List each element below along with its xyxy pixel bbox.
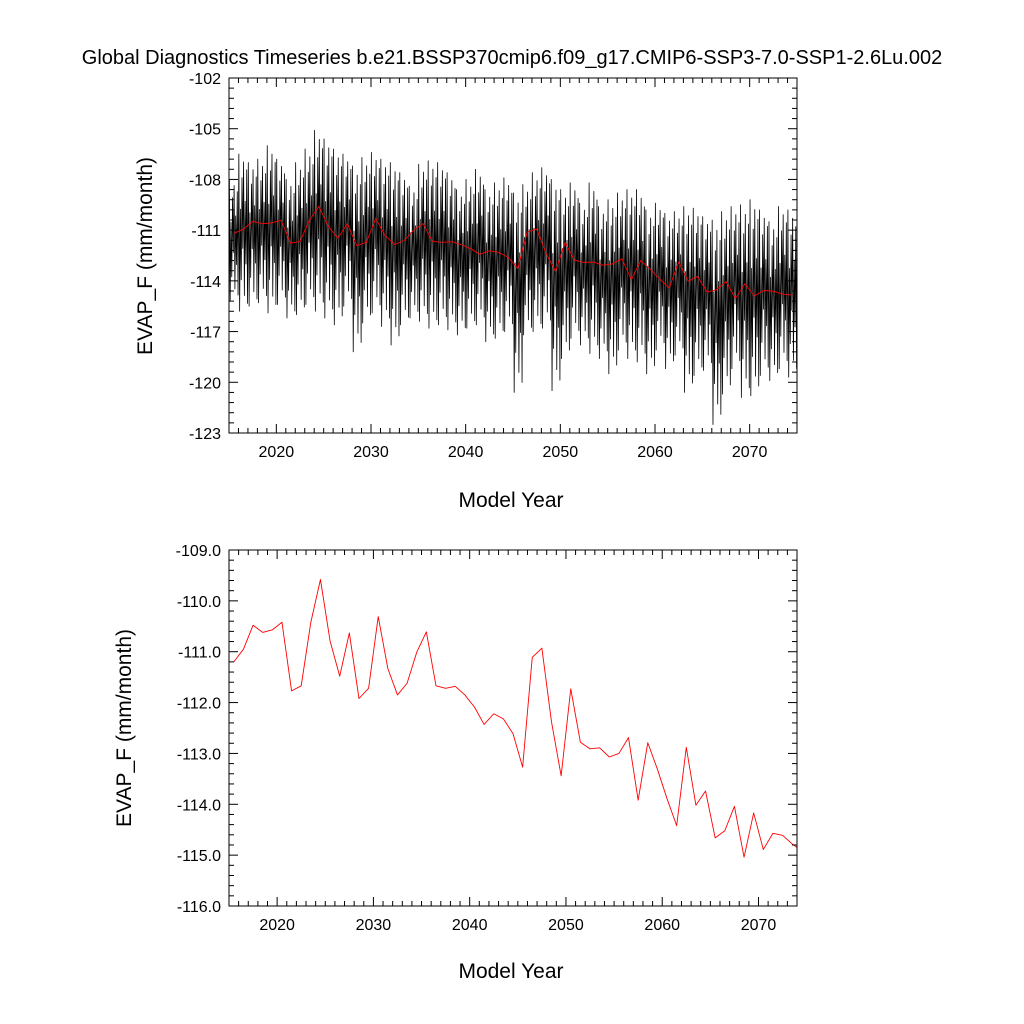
top-panel: 2020 2030 2040 2050 2060 2070 -123 -120 -117 -114… (134, 71, 798, 512)
bottom-x-tick-label: 2020 (259, 917, 295, 934)
bottom-series-line-annual (233, 579, 798, 858)
top-x-tick-label: 2070 (732, 444, 768, 461)
bottom-x-tick-label: 2040 (452, 917, 488, 934)
bottom-plot-area: 2020 2030 2040 2050 2060 2070 -116.0 -115.0 -114… (176, 543, 798, 934)
top-series-line-monthly (228, 129, 797, 425)
bottom-y-tick-label: -111.0 (178, 645, 221, 662)
top-y-tick-label: -105 (189, 122, 221, 139)
top-x-tick-label: 2050 (543, 444, 579, 461)
bottom-y-tick-label: -114.0 (177, 797, 221, 814)
top-plot-area: 2020 2030 2040 2050 2060 2070 -123 -120 -117 -114… (189, 71, 798, 461)
bottom-x-tick-label: 2070 (741, 917, 777, 934)
top-y-tick-label: -111 (191, 223, 221, 240)
bottom-panel: 2020 2030 2040 2050 2060 2070 -116.0 -115.0 -114… (113, 543, 798, 983)
top-y-tick-label: -102 (189, 71, 221, 88)
top-x-tick-label: 2020 (259, 444, 295, 461)
bottom-y-tick-label: -116.0 (177, 899, 221, 916)
bottom-y-tick-label: -112.0 (177, 696, 221, 713)
top-x-tick-label: 2040 (448, 444, 484, 461)
bottom-x-tick-label: 2060 (644, 917, 680, 934)
bottom-y-tick-label: -110.0 (177, 594, 221, 611)
top-y-axis-label: EVAP_F (mm/month) (134, 157, 157, 355)
top-y-tick-label: -108 (189, 172, 221, 189)
top-series-line-annual (233, 205, 793, 299)
bottom-y-tick-label: -113.0 (177, 746, 221, 763)
top-y-tick-label: -123 (189, 426, 221, 443)
figure-title: Global Diagnostics Timeseries b.e21.BSSP… (82, 47, 942, 69)
bottom-y-axis-label: EVAP_F (mm/month) (113, 629, 136, 827)
top-x-axis-label: Model Year (458, 489, 563, 512)
bottom-plot-frame (228, 549, 798, 907)
bottom-x-tick-label: 2050 (548, 917, 584, 934)
top-y-tick-label: -117 (190, 325, 221, 342)
top-y-tick-label: -114 (190, 274, 221, 291)
top-x-tick-label: 2030 (353, 444, 389, 461)
bottom-x-tick-label: 2030 (356, 917, 392, 934)
bottom-y-tick-label: -115.0 (177, 848, 221, 865)
bottom-x-axis-label: Model Year (458, 960, 563, 983)
bottom-y-tick-label: -109.0 (176, 543, 221, 560)
top-x-tick-label: 2060 (637, 444, 673, 461)
top-y-tick-label: -120 (189, 375, 221, 392)
